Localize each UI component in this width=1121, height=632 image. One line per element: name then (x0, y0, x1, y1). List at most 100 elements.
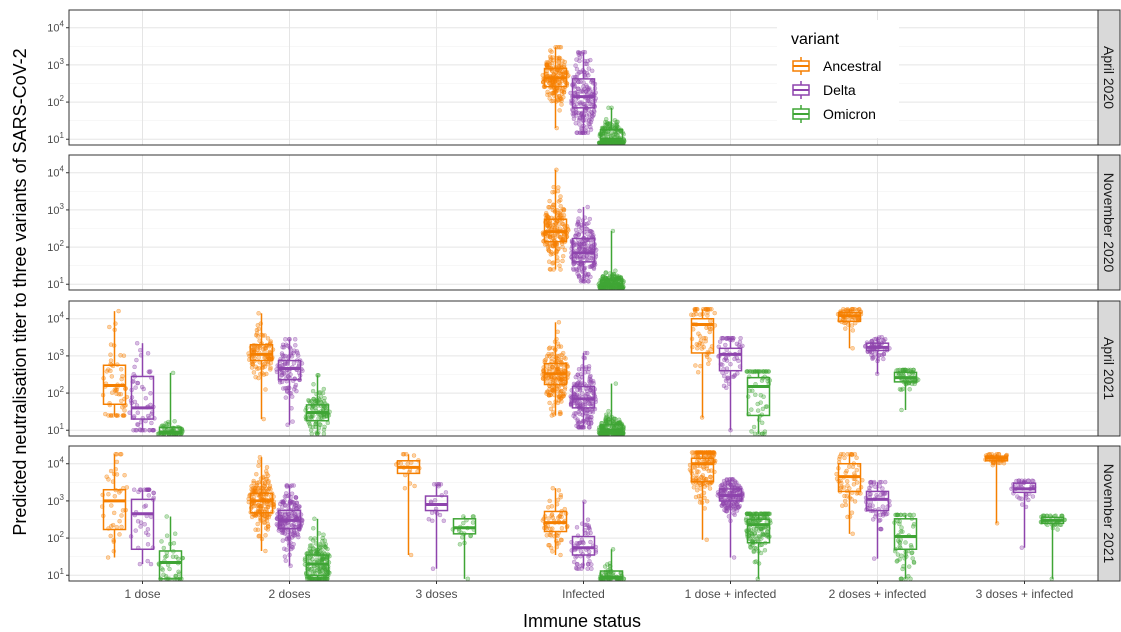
data-point (426, 516, 432, 522)
data-point (584, 274, 590, 280)
data-point (721, 383, 727, 389)
data-point (843, 326, 848, 331)
data-point (588, 57, 593, 63)
data-point (736, 483, 742, 489)
data-point (548, 48, 553, 53)
data-point (556, 59, 561, 64)
data-point (121, 353, 127, 358)
data-point (606, 131, 611, 137)
data-point (149, 420, 154, 426)
data-point (119, 376, 124, 382)
data-point (903, 540, 908, 545)
data-point (255, 366, 260, 372)
data-point (842, 498, 848, 504)
data-point (907, 387, 912, 392)
data-point (882, 479, 888, 485)
data-point (277, 501, 283, 507)
data-point (121, 413, 127, 418)
data-point (584, 83, 589, 88)
data-point (576, 366, 582, 372)
data-point (694, 450, 699, 455)
data-point (559, 88, 565, 94)
data-point (135, 519, 141, 524)
data-point (548, 526, 553, 532)
data-point (321, 564, 326, 570)
data-point (550, 515, 556, 520)
data-point (143, 395, 149, 401)
data-point (850, 346, 855, 351)
data-point (249, 514, 255, 520)
box (599, 129, 624, 144)
data-point (167, 566, 172, 572)
data-point (563, 356, 568, 361)
data-point (171, 540, 177, 546)
data-point (736, 504, 741, 510)
data-point (558, 203, 563, 209)
facet-strip-label: April 2020 (1101, 46, 1117, 109)
data-point (159, 539, 164, 544)
data-point (578, 380, 584, 386)
data-point (550, 189, 555, 195)
data-point (589, 102, 594, 107)
data-point (307, 400, 313, 405)
data-point (578, 242, 583, 248)
data-point (114, 524, 120, 530)
data-point (556, 246, 561, 252)
data-point (264, 506, 269, 512)
data-point (867, 485, 872, 491)
data-point (556, 80, 562, 85)
data-point (282, 512, 288, 517)
data-point (871, 355, 876, 360)
data-point (547, 266, 553, 272)
data-point (589, 229, 594, 234)
data-point (752, 431, 758, 437)
data-point (556, 320, 562, 325)
data-point (894, 559, 900, 564)
data-point (558, 44, 564, 50)
data-point (135, 410, 141, 415)
data-point (268, 365, 273, 371)
data-point (118, 367, 124, 372)
data-point (281, 521, 286, 527)
data-point (750, 388, 755, 394)
data-point (555, 258, 560, 264)
data-point (694, 473, 699, 478)
y-tick-label: 103 (47, 57, 64, 72)
data-point (263, 525, 269, 531)
data-point (899, 407, 904, 413)
data-point (606, 105, 611, 111)
data-point (1019, 496, 1024, 501)
y-tick-label: 101 (47, 567, 64, 582)
data-point (256, 326, 261, 332)
data-point (740, 343, 745, 349)
data-point (852, 451, 858, 457)
data-point (707, 486, 713, 491)
data-point (138, 524, 143, 529)
data-point (575, 271, 580, 276)
legend-label: Delta (823, 82, 856, 98)
data-point (762, 548, 768, 553)
data-point (591, 265, 596, 270)
data-point (321, 414, 327, 420)
data-point (254, 331, 260, 336)
data-point (174, 554, 179, 560)
data-point (284, 547, 289, 552)
data-point (306, 576, 311, 582)
data-point (559, 377, 564, 383)
data-point (591, 381, 596, 386)
data-point (141, 386, 146, 392)
data-point (148, 514, 154, 520)
data-point (575, 387, 580, 393)
data-point (555, 497, 561, 503)
y-tick-label: 103 (47, 348, 64, 363)
data-point (105, 555, 111, 560)
data-point (108, 352, 113, 357)
data-point (558, 234, 563, 240)
data-point (717, 339, 723, 344)
data-point (556, 185, 561, 190)
data-point (547, 198, 552, 204)
data-point (585, 414, 590, 419)
data-point (132, 364, 137, 370)
data-point (712, 310, 717, 316)
facet-panel: 101 102 103 104 November 2020 (47, 154, 1121, 291)
